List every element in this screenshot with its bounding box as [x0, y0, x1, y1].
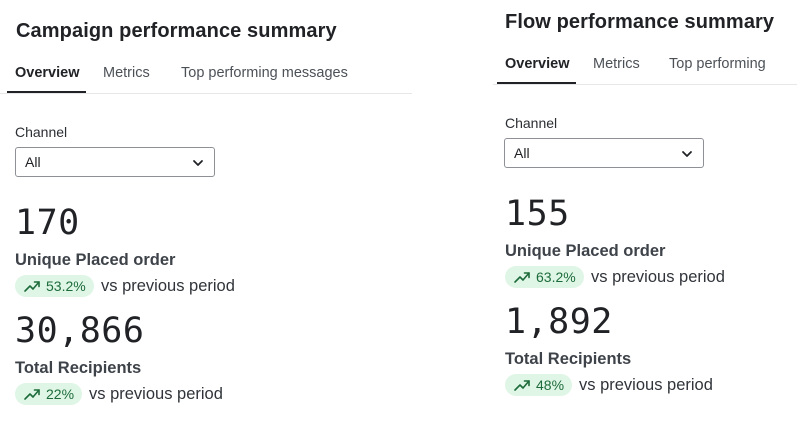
campaign-tab-active-indicator: [7, 91, 86, 93]
campaign-recipients-change-badge: 22%: [15, 383, 83, 405]
campaign-channel-value: All: [25, 154, 41, 170]
campaign-tabs: Overview Metrics Top performing messages: [0, 61, 412, 94]
flow-placed-order-change-badge: 63.2%: [505, 266, 584, 288]
campaign-placed-order-comparison: vs previous period: [101, 277, 235, 295]
flow-tab-overview[interactable]: Overview: [505, 56, 570, 72]
trend-up-icon: [514, 380, 530, 391]
flow-recipients-label: Total Recipients: [505, 350, 632, 368]
flow-recipients-change: 48%: [536, 377, 565, 393]
campaign-recipients-comparison: vs previous period: [89, 385, 223, 403]
campaign-placed-order-change: 53.2%: [46, 278, 86, 294]
trend-up-icon: [24, 281, 40, 292]
flow-placed-order-label: Unique Placed order: [505, 242, 666, 260]
flow-channel-label: Channel: [505, 115, 558, 131]
flow-recipients-value: 1,892: [505, 302, 613, 342]
campaign-recipients-change: 22%: [46, 386, 75, 402]
flow-recipients-comparison: vs previous period: [579, 376, 713, 394]
campaign-channel-select[interactable]: All: [15, 147, 215, 177]
flow-performance-panel: Flow performance summary Overview Metric…: [493, 0, 797, 441]
flow-tab-metrics[interactable]: Metrics: [593, 56, 640, 72]
flow-channel-select[interactable]: All: [504, 138, 704, 168]
campaign-placed-order-label: Unique Placed order: [15, 251, 176, 269]
campaign-channel-label: Channel: [15, 124, 68, 140]
campaign-tab-metrics[interactable]: Metrics: [103, 65, 150, 81]
campaign-placed-order-change-badge: 53.2%: [15, 275, 94, 297]
flow-placed-order-comparison: vs previous period: [591, 268, 725, 286]
campaign-placed-order-value: 170: [15, 203, 80, 243]
trend-up-icon: [24, 389, 40, 400]
trend-up-icon: [514, 272, 530, 283]
campaign-tab-top-performing-messages[interactable]: Top performing messages: [181, 65, 348, 81]
campaign-recipients-value: 30,866: [15, 311, 145, 351]
flow-title: Flow performance summary: [505, 11, 775, 33]
campaign-recipients-label: Total Recipients: [15, 359, 142, 377]
flow-tabs: Overview Metrics Top performing: [493, 52, 797, 85]
flow-placed-order-value: 155: [505, 194, 570, 234]
campaign-tab-overview[interactable]: Overview: [15, 65, 80, 81]
flow-tab-top-performing[interactable]: Top performing: [669, 56, 766, 72]
campaign-title: Campaign performance summary: [16, 20, 337, 42]
flow-placed-order-change: 63.2%: [536, 269, 576, 285]
campaign-performance-panel: Campaign performance summary Overview Me…: [0, 20, 412, 405]
chevron-down-icon: [193, 160, 203, 166]
chevron-down-icon: [682, 151, 692, 157]
flow-tab-active-indicator: [497, 82, 576, 84]
flow-channel-value: All: [514, 145, 530, 161]
flow-recipients-change-badge: 48%: [505, 374, 573, 396]
